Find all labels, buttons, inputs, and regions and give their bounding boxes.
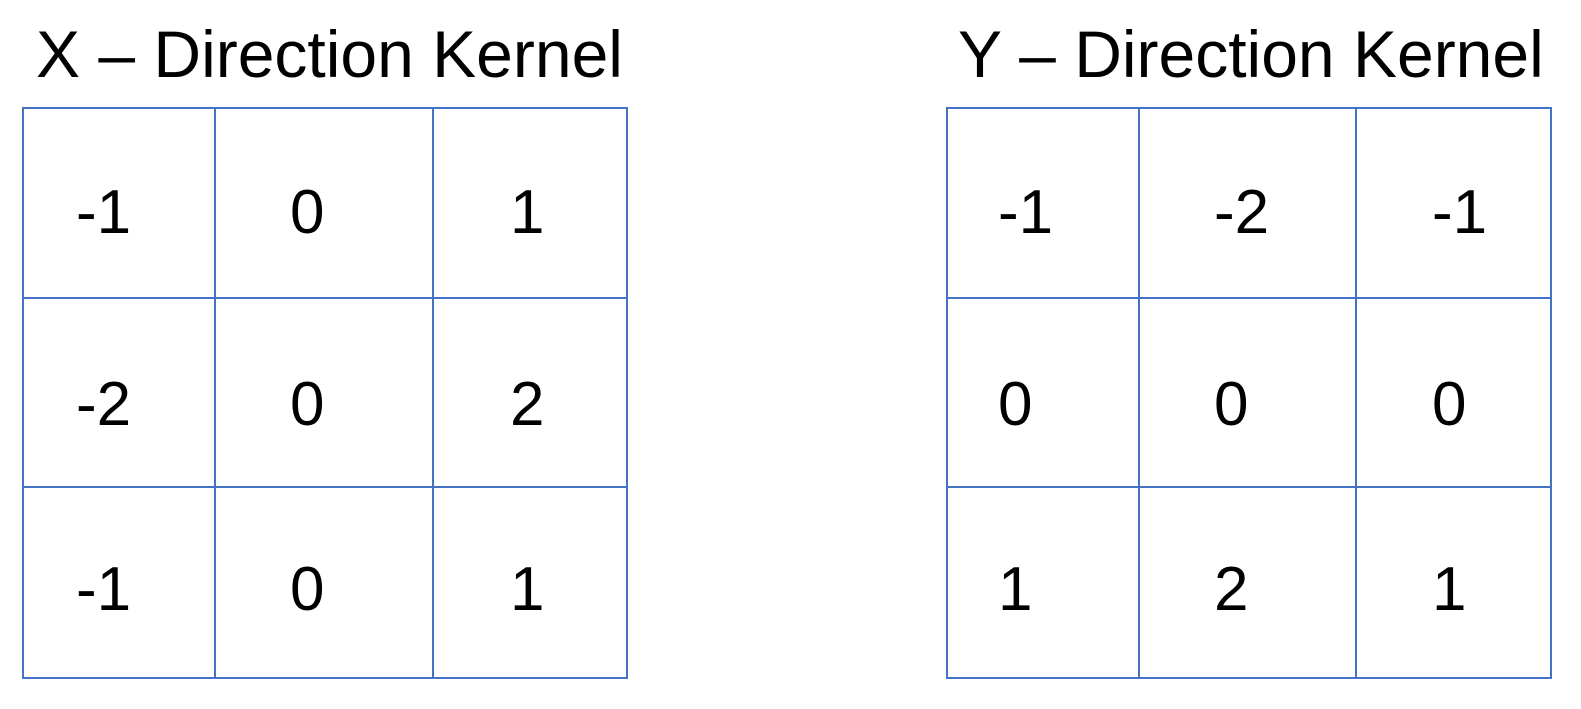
y-kernel-vertical-line (1550, 107, 1552, 679)
y-kernel-vertical-line (946, 107, 948, 679)
y-kernel-vertical-line (1355, 107, 1357, 679)
y-kernel-cell: -1 (1432, 178, 1488, 247)
x-kernel-horizontal-line (22, 486, 628, 488)
y-kernel-cell: 1 (998, 555, 1033, 624)
y-kernel-cell: -1 (998, 178, 1054, 247)
x-kernel-cell: 1 (510, 178, 545, 247)
y-kernel-horizontal-line (946, 486, 1552, 488)
x-kernel-cell: -1 (76, 178, 132, 247)
y-kernel-cell: 0 (998, 370, 1033, 439)
x-kernel-cell: 0 (290, 370, 325, 439)
x-kernel-cell: 2 (510, 370, 545, 439)
x-kernel-horizontal-line (22, 297, 628, 299)
x-kernel-title: X – Direction Kernel (36, 17, 623, 91)
x-kernel-vertical-line (214, 107, 216, 679)
x-kernel-vertical-line (432, 107, 434, 679)
y-kernel-vertical-line (1138, 107, 1140, 679)
x-kernel-horizontal-line (22, 677, 628, 679)
x-kernel-cell: -1 (76, 555, 132, 624)
y-kernel-horizontal-line (946, 677, 1552, 679)
y-kernel-cell: 0 (1432, 370, 1467, 439)
y-kernel-cell: 1 (1432, 555, 1467, 624)
x-kernel-cell: 0 (290, 555, 325, 624)
y-kernel-title: Y – Direction Kernel (958, 17, 1544, 91)
y-kernel-horizontal-line (946, 107, 1552, 109)
x-kernel-vertical-line (626, 107, 628, 679)
x-kernel-cell: 1 (510, 555, 545, 624)
y-kernel-horizontal-line (946, 297, 1552, 299)
y-kernel-cell: -2 (1214, 178, 1270, 247)
x-kernel-vertical-line (22, 107, 24, 679)
y-kernel-cell: 0 (1214, 370, 1249, 439)
x-kernel-horizontal-line (22, 107, 628, 109)
x-kernel-cell: -2 (76, 370, 132, 439)
x-kernel-cell: 0 (290, 178, 325, 247)
y-kernel-cell: 2 (1214, 555, 1249, 624)
